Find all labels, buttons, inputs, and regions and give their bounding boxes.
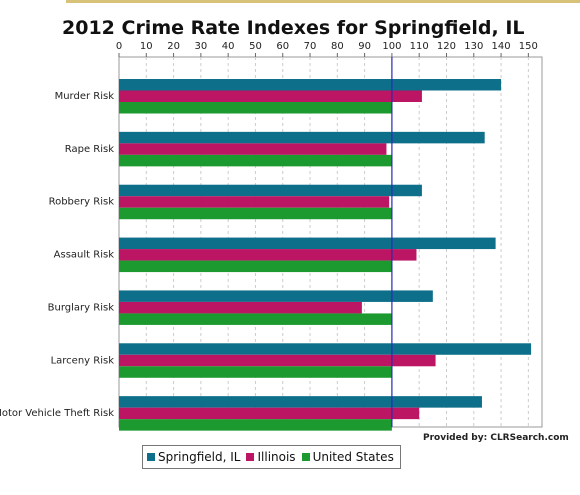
- category-label: Motor Vehicle Theft Risk: [0, 408, 114, 419]
- legend-label-illinois: Illinois: [257, 450, 296, 464]
- bar: [119, 419, 392, 431]
- bar: [119, 396, 482, 408]
- x-tick-label: 150: [519, 41, 538, 52]
- x-tick-label: 40: [222, 41, 235, 52]
- bar: [119, 143, 387, 155]
- bar: [119, 290, 433, 302]
- category-label: Assault Risk: [54, 250, 115, 261]
- legend-label-united-states: United States: [312, 450, 394, 464]
- x-tick-label: 60: [276, 41, 289, 52]
- x-tick-label: 30: [195, 41, 208, 52]
- x-tick-label: 10: [140, 41, 153, 52]
- x-tick-label: 120: [437, 41, 456, 52]
- legend-item-springfield: Springfield, IL: [147, 450, 240, 464]
- chart-legend: Springfield, IL Illinois United States: [142, 445, 401, 469]
- x-tick-label: 0: [116, 41, 122, 52]
- bar: [119, 343, 532, 355]
- x-tick-label: 110: [410, 41, 429, 52]
- bar: [119, 207, 392, 220]
- credit-text: Provided by: CLRSearch.com: [423, 433, 569, 443]
- legend-item-united-states: United States: [301, 450, 394, 464]
- category-label: Rape Risk: [65, 144, 114, 155]
- legend-swatch-united-states: [301, 453, 310, 461]
- bar: [119, 260, 392, 273]
- bar: [119, 301, 362, 314]
- bar: [119, 79, 502, 91]
- bar: [119, 354, 436, 367]
- chart-title: 2012 Crime Rate Indexes for Springfield,…: [62, 17, 525, 39]
- x-tick-label: 80: [331, 41, 344, 52]
- bar: [119, 237, 496, 250]
- x-tick-label: 70: [304, 41, 317, 52]
- header-rule: [66, 0, 580, 3]
- x-tick-label: 50: [249, 41, 262, 52]
- bar: [119, 131, 485, 144]
- legend-swatch-illinois: [246, 453, 255, 461]
- x-tick-label: 100: [382, 41, 401, 52]
- category-label: Burglary Risk: [48, 302, 115, 313]
- category-label: Robbery Risk: [49, 197, 115, 208]
- bar: [119, 196, 390, 208]
- legend-label-springfield: Springfield, IL: [158, 450, 241, 464]
- bar: [119, 102, 392, 114]
- bar: [119, 366, 392, 378]
- category-label: Larceny Risk: [51, 355, 115, 366]
- x-tick-label: 90: [358, 41, 371, 52]
- category-label: Murder Risk: [55, 91, 115, 102]
- bar: [119, 313, 392, 325]
- x-tick-label: 130: [464, 41, 483, 52]
- bar: [119, 184, 422, 197]
- bar: [119, 407, 420, 420]
- legend-item-illinois: Illinois: [246, 450, 296, 464]
- x-tick-label: 140: [492, 41, 511, 52]
- bar: [119, 154, 392, 167]
- legend-swatch-springfield: [147, 453, 155, 461]
- bar: [119, 90, 422, 102]
- x-tick-label: 20: [167, 41, 180, 52]
- bar: [119, 249, 417, 261]
